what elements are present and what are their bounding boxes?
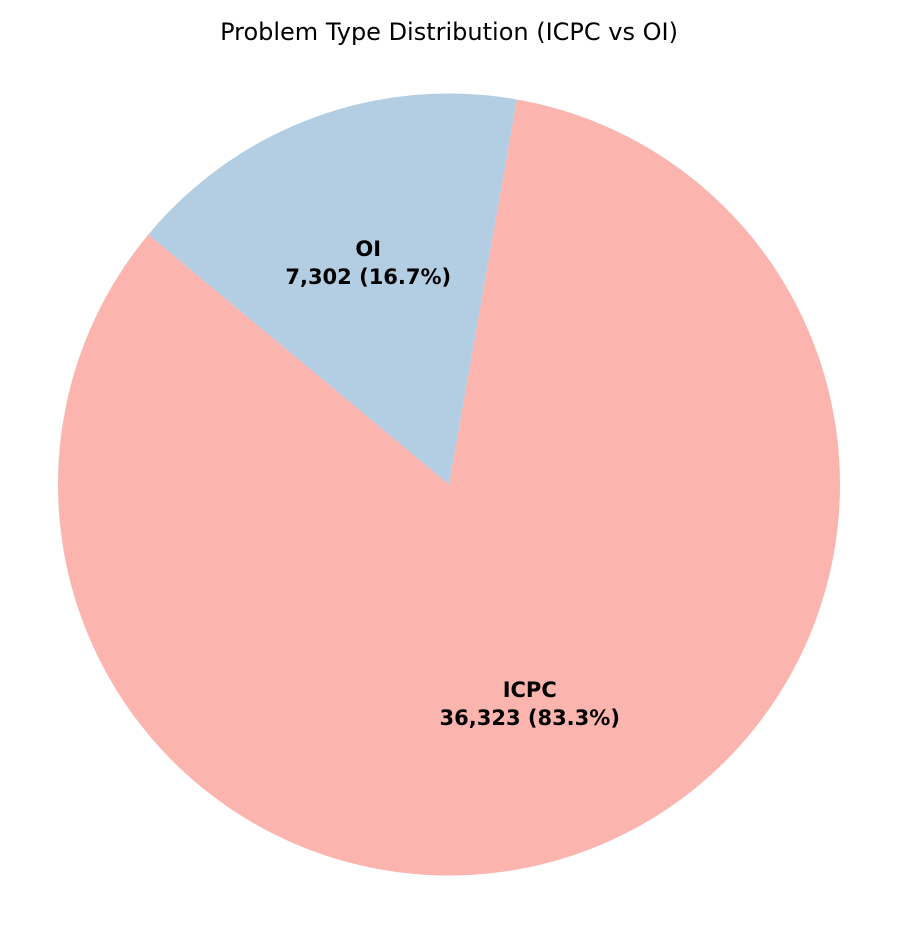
value-label: 7,302 (16.7%)	[285, 265, 451, 289]
slice-label: ICPC	[503, 678, 557, 702]
pie-slice	[58, 99, 841, 876]
pie-slice	[148, 93, 517, 485]
chart-title: Problem Type Distribution (ICPC vs OI)	[220, 18, 678, 46]
value-label: 36,323 (83.3%)	[440, 706, 620, 730]
slice-label: OI	[355, 237, 381, 261]
